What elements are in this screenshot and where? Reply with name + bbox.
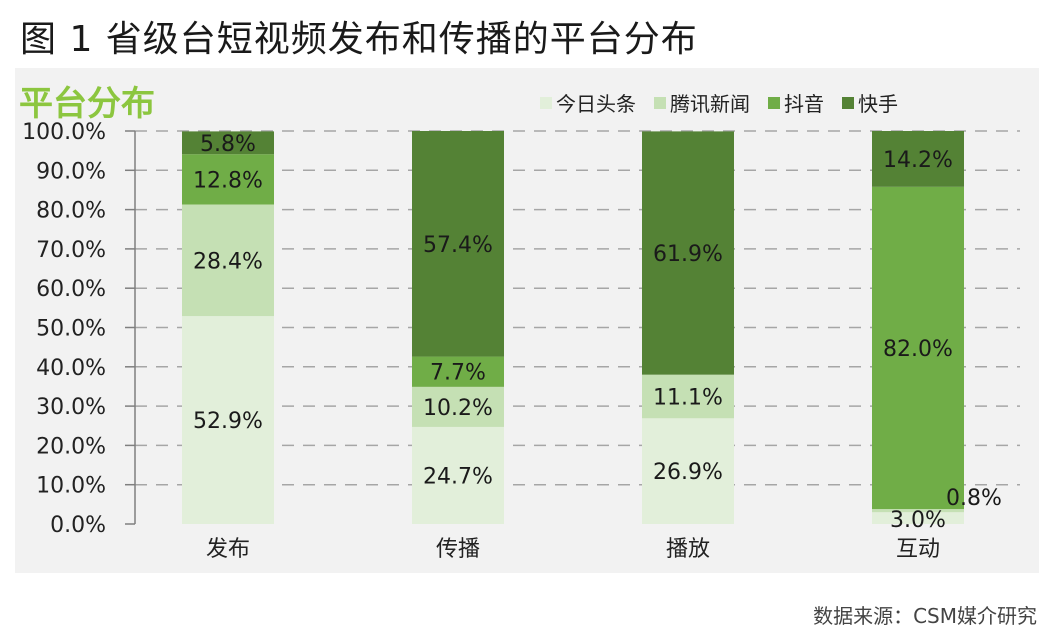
bar-segment bbox=[182, 316, 274, 524]
data-label: 61.9% bbox=[653, 242, 723, 267]
data-label: 24.7% bbox=[423, 464, 493, 489]
figure-title: 图 1 省级台短视频发布和传播的平台分布 bbox=[20, 19, 698, 60]
x-tick-label: 传播 bbox=[436, 537, 480, 562]
y-tick-label: 20.0% bbox=[36, 434, 106, 459]
y-tick-label: 0.0% bbox=[50, 513, 106, 538]
bar-segment bbox=[412, 131, 504, 357]
y-tick-label: 100.0% bbox=[22, 120, 106, 145]
legend-swatch-douyin bbox=[768, 96, 780, 109]
y-tick-label: 90.0% bbox=[36, 159, 106, 184]
legend-swatch-tencent-news bbox=[654, 96, 666, 109]
legend-swatch-kuaishou bbox=[842, 96, 854, 109]
data-label: 14.2% bbox=[883, 148, 953, 173]
bar-segment bbox=[412, 426, 504, 524]
bar-segment bbox=[642, 418, 734, 524]
data-label: 11.1% bbox=[653, 385, 723, 410]
data-label: 5.8% bbox=[200, 132, 256, 157]
data-label: 52.9% bbox=[193, 409, 263, 434]
bar-segment bbox=[642, 131, 734, 375]
y-tick-label: 70.0% bbox=[36, 238, 106, 263]
bar-segment bbox=[872, 512, 964, 524]
bar-segment bbox=[872, 186, 964, 510]
legend-swatch-toutiao bbox=[540, 96, 552, 109]
bar-segment bbox=[412, 356, 504, 387]
x-tick-label: 互动 bbox=[896, 537, 940, 562]
bar-segment bbox=[872, 509, 964, 513]
source-note: 数据来源：CSM媒介研究 bbox=[813, 604, 1037, 628]
data-label: 57.4% bbox=[423, 233, 493, 258]
bar-segment bbox=[412, 386, 504, 427]
bar-segment bbox=[182, 154, 274, 205]
legend-label-tencent-news: 腾讯新闻 bbox=[670, 92, 750, 116]
data-label: 10.2% bbox=[423, 396, 493, 421]
legend-label-toutiao: 今日头条 bbox=[556, 92, 636, 116]
legend-item-tencent-news: 腾讯新闻 bbox=[654, 88, 750, 117]
bar-segment bbox=[872, 131, 964, 187]
legend-label-kuaishou: 快手 bbox=[858, 92, 898, 116]
bar-segment bbox=[182, 131, 274, 155]
x-tick-label: 发布 bbox=[206, 537, 250, 562]
data-label: 28.4% bbox=[193, 249, 263, 274]
y-tick-label: 10.0% bbox=[36, 474, 106, 499]
y-tick-label: 40.0% bbox=[36, 356, 106, 381]
y-tick-label: 50.0% bbox=[36, 317, 106, 342]
legend-item-toutiao: 今日头条 bbox=[540, 88, 636, 117]
chart-title: 平台分布 bbox=[19, 84, 155, 124]
data-label: 26.9% bbox=[653, 460, 723, 485]
y-tick-label: 80.0% bbox=[36, 199, 106, 224]
chart-legend: 今日头条 腾讯新闻 抖音 快手 bbox=[540, 88, 898, 117]
y-tick-label: 60.0% bbox=[36, 277, 106, 302]
legend-label-douyin: 抖音 bbox=[784, 92, 824, 116]
bar-segment bbox=[182, 204, 274, 317]
legend-item-kuaishou: 快手 bbox=[842, 88, 898, 117]
data-label: 12.8% bbox=[193, 168, 263, 193]
legend-item-douyin: 抖音 bbox=[768, 88, 824, 117]
y-tick-label: 30.0% bbox=[36, 395, 106, 420]
data-label: 82.0% bbox=[883, 337, 953, 362]
data-label: 3.0% bbox=[890, 508, 946, 533]
data-label: 7.7% bbox=[430, 361, 486, 386]
data-label: 0.8% bbox=[946, 486, 1002, 511]
x-tick-label: 播放 bbox=[666, 537, 710, 562]
bar-segment bbox=[642, 374, 734, 419]
